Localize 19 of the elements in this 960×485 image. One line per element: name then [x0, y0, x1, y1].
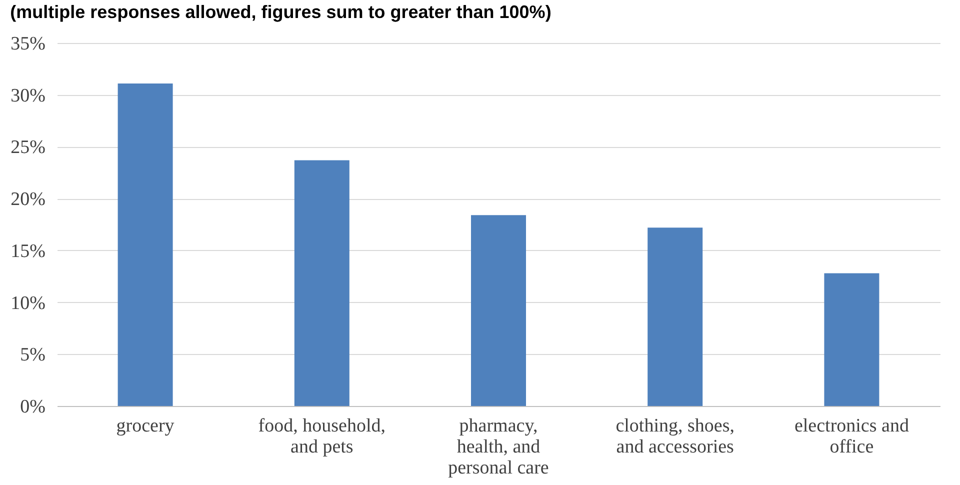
y-tick-label: 5% [20, 344, 46, 366]
x-tick-label: grocery [116, 416, 175, 436]
x-tick-label: food, household, and pets [258, 416, 386, 458]
y-tick-label: 35% [10, 34, 46, 54]
bar [648, 228, 703, 406]
bar [471, 215, 526, 406]
x-tick-label: clothing, shoes, and accessories [616, 416, 734, 458]
y-tick-label: 20% [10, 189, 46, 210]
y-tick-label: 25% [10, 137, 46, 158]
y-tick-label: 10% [10, 292, 46, 314]
bar [824, 273, 880, 406]
y-tick-label: 0% [20, 396, 46, 418]
chart-subtitle: (multiple responses allowed, figures sum to greater than 100%) [10, 2, 552, 22]
x-tick-label: pharmacy, health, and personal care [448, 416, 549, 478]
bar [294, 160, 350, 406]
y-tick-label: 15% [10, 240, 46, 262]
x-tick-label: electronics and office [794, 416, 910, 458]
y-tick-label: 30% [10, 85, 46, 106]
bar [118, 83, 173, 406]
